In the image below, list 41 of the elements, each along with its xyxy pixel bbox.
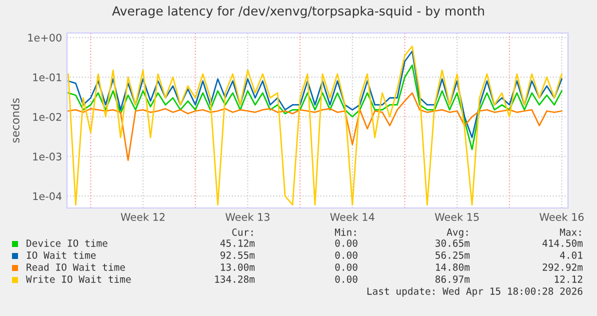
x-tick-label: Week 14 xyxy=(330,212,374,221)
y-tick-label: 1e-01 xyxy=(33,73,62,82)
y-tick-label: 1e-03 xyxy=(33,152,62,161)
text: Min: xyxy=(334,228,356,236)
text: 0.00 xyxy=(335,263,358,271)
text: 4.01 xyxy=(560,251,582,259)
legend-label: Read IO Wait time xyxy=(26,263,125,271)
text: 0.00 xyxy=(335,275,358,283)
y-tick-label: 1e-02 xyxy=(33,113,62,121)
text: 414.50m xyxy=(542,239,583,247)
x-tick-label: Week 16 xyxy=(540,212,584,221)
legend-label: Write IO Wait time xyxy=(26,275,131,283)
text: 0.00 xyxy=(335,239,358,247)
y-tick-label: 1e+00 xyxy=(28,34,62,42)
text: 292.92m xyxy=(542,263,583,271)
y-axis-title: seconds xyxy=(10,98,20,143)
line-series xyxy=(68,92,562,161)
line-series xyxy=(68,50,562,138)
text: Cur: xyxy=(232,228,253,236)
x-tick-label: Week 12 xyxy=(120,212,165,221)
text: 86.97m xyxy=(436,275,470,283)
text: Max: xyxy=(560,228,581,236)
text: 56.25m xyxy=(436,251,470,259)
line-series xyxy=(68,64,562,150)
x-tick-label: Week 13 xyxy=(226,212,270,221)
text: 12.12 xyxy=(554,275,582,283)
text: 13.00m xyxy=(221,263,255,271)
text: Avg: xyxy=(446,228,468,238)
y-tick-label: 1e-04 xyxy=(33,192,62,200)
legend-label: IO Wait time xyxy=(26,251,96,259)
x-tick-label: Week 15 xyxy=(434,212,479,221)
text: 134.28m xyxy=(215,275,255,283)
text: 45.12m xyxy=(220,239,255,247)
text: 92.55m xyxy=(220,251,255,259)
text: Last update: Wed Apr 15 18:00:28 2026 xyxy=(367,287,582,297)
line-series xyxy=(68,46,562,206)
text: 14.80m xyxy=(436,263,470,271)
text: 30.65m xyxy=(436,239,470,247)
legend-label: Device IO time xyxy=(26,239,108,247)
chart-title: Average latency for /dev/xenvg/torpsapka-squid - by month xyxy=(112,6,484,18)
text: 0.00 xyxy=(335,251,358,259)
